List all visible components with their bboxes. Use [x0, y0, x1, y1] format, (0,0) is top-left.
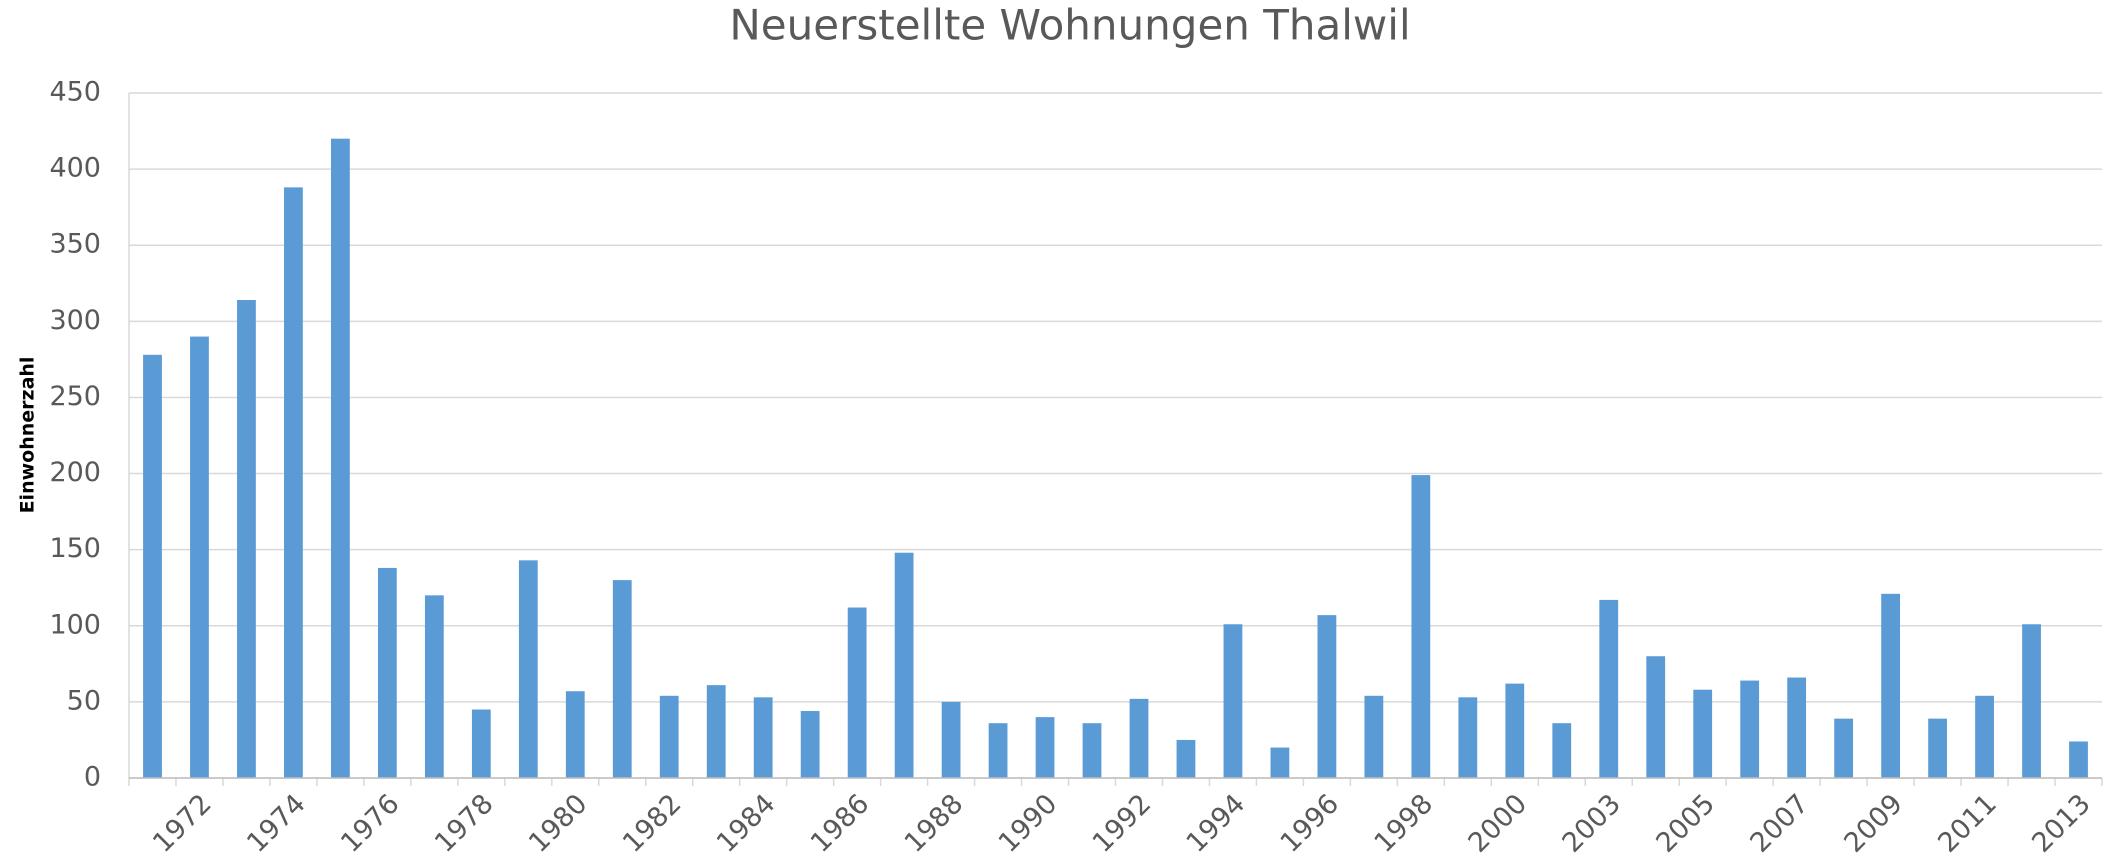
- bar: [143, 354, 162, 778]
- y-tick-label: 100: [49, 609, 101, 640]
- bar: [894, 552, 914, 778]
- x-tick-label: 1978: [429, 788, 500, 859]
- x-tick-label: 2003: [1556, 788, 1627, 859]
- x-tick-label: 1986: [805, 788, 876, 859]
- bar: [1411, 475, 1431, 778]
- x-tick-label: 2011: [1932, 788, 2003, 859]
- bar: [1505, 683, 1525, 778]
- bar: [1881, 593, 1901, 778]
- bar: [1693, 689, 1713, 778]
- bar: [1787, 677, 1807, 778]
- bar: [1975, 695, 1994, 778]
- x-tick-label: 1994: [1181, 788, 1252, 859]
- bar: [1834, 718, 1854, 778]
- bar: [1928, 718, 1947, 778]
- y-tick-label: 350: [49, 229, 101, 260]
- bar: [1270, 747, 1290, 778]
- x-tick-label: 2013: [2026, 788, 2097, 859]
- bar: [1129, 698, 1149, 778]
- bar: [988, 723, 1008, 778]
- bar: [1458, 697, 1478, 778]
- y-tick-label: 50: [67, 685, 101, 716]
- bar: [284, 187, 303, 778]
- y-tick-label: 450: [49, 77, 101, 108]
- bar: [847, 607, 867, 778]
- x-tick-label: 1972: [147, 788, 218, 859]
- x-tick-label: 1976: [335, 788, 406, 859]
- x-tick-label: 1998: [1369, 788, 1440, 859]
- x-tick-label: 1980: [523, 788, 594, 859]
- bar: [1646, 656, 1666, 778]
- bar: [1223, 624, 1243, 778]
- bar: [2022, 624, 2041, 778]
- bar: [471, 709, 491, 778]
- x-tick-label: 1996: [1275, 788, 1346, 859]
- bar: [753, 697, 773, 778]
- x-tick-label: 2009: [1838, 788, 1909, 859]
- bar: [1599, 599, 1619, 778]
- x-tick-label: 1992: [1087, 788, 1158, 859]
- x-tick-label: 1988: [899, 788, 970, 859]
- x-tick-label: 1974: [241, 788, 312, 859]
- chart-title: Neuerstellte Wohnungen Thalwil: [729, 1, 1410, 50]
- bar: [237, 300, 256, 778]
- bar: [1176, 739, 1196, 778]
- x-tick-label: 2007: [1744, 788, 1815, 859]
- bar: [941, 701, 961, 778]
- bar: [659, 695, 679, 778]
- bar: [565, 691, 585, 778]
- bar: [377, 567, 397, 778]
- y-tick-label: 250: [49, 381, 101, 412]
- x-tick-label: 2000: [1463, 788, 1534, 859]
- bar: [1317, 615, 1337, 778]
- x-tick-label: 1990: [993, 788, 1064, 859]
- bar: [800, 711, 820, 778]
- bar: [612, 580, 632, 778]
- y-tick-label: 300: [49, 305, 101, 336]
- y-tick-label: 0: [84, 762, 101, 793]
- bar: [190, 336, 209, 778]
- bar: [1552, 723, 1572, 778]
- y-tick-label: 400: [49, 153, 101, 184]
- bar: [424, 595, 444, 778]
- y-axis-label: Einwohnerzahl: [17, 357, 39, 514]
- y-tick-label: 150: [49, 533, 101, 564]
- bar: [1035, 717, 1055, 778]
- x-tick-label: 1984: [711, 788, 782, 859]
- bar: [330, 138, 350, 778]
- bar: [706, 685, 726, 778]
- x-tick-label: 1982: [617, 788, 688, 859]
- y-tick-label: 200: [49, 457, 101, 488]
- bar: [1740, 680, 1760, 778]
- bar: [1364, 695, 1384, 778]
- bar: [518, 560, 538, 778]
- bar: [1082, 723, 1102, 778]
- x-tick-label: 2005: [1650, 788, 1721, 859]
- bar: [2069, 741, 2088, 778]
